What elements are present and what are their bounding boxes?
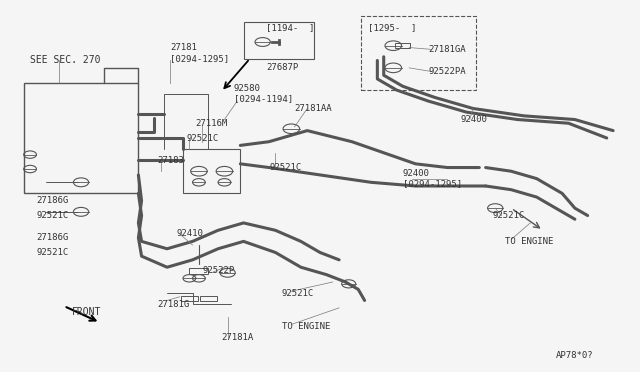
Text: [1194-  ]: [1194- ]	[266, 23, 314, 32]
Text: 27181GA: 27181GA	[428, 45, 466, 54]
Bar	[183, 149, 241, 193]
Text: 27181
[0294-1295]: 27181 [0294-1295]	[170, 44, 229, 63]
Text: 92522PA: 92522PA	[428, 67, 466, 76]
Text: FRONT: FRONT	[72, 307, 101, 317]
Text: [1295-  ]: [1295- ]	[368, 23, 416, 32]
Text: 92522P: 92522P	[202, 266, 234, 275]
Text: 92521C: 92521C	[269, 163, 301, 172]
Text: 27116M: 27116M	[196, 119, 228, 128]
Text: 92410: 92410	[177, 230, 204, 238]
Bar	[362, 16, 476, 90]
Text: 27186G: 27186G	[36, 233, 68, 242]
Text: 92521C: 92521C	[36, 248, 68, 257]
Text: 92521C: 92521C	[186, 134, 218, 142]
Text: 92521C: 92521C	[282, 289, 314, 298]
Text: 27181G: 27181G	[157, 300, 189, 309]
Bar	[244, 22, 314, 59]
Text: 92400
[0294-1295]: 92400 [0294-1295]	[403, 169, 462, 188]
Bar	[200, 296, 217, 301]
Bar	[395, 43, 410, 48]
Text: 27183: 27183	[157, 155, 184, 165]
Text: 27181A: 27181A	[221, 333, 253, 342]
Text: TO ENGINE: TO ENGINE	[282, 322, 330, 331]
Text: 92521C: 92521C	[36, 211, 68, 220]
Text: 92521C: 92521C	[492, 211, 524, 220]
Text: AP78*0?: AP78*0?	[556, 351, 593, 360]
Text: 27687P: 27687P	[266, 63, 298, 72]
Bar	[24, 83, 138, 193]
Bar	[181, 296, 198, 301]
Text: TO ENGINE: TO ENGINE	[505, 237, 553, 246]
Bar	[189, 267, 209, 274]
Text: 92400: 92400	[460, 115, 487, 124]
Text: 92580
[0294-1194]: 92580 [0294-1194]	[234, 84, 293, 103]
Text: 27186G: 27186G	[36, 196, 68, 205]
Text: 27181AA: 27181AA	[294, 104, 332, 113]
Text: SEE SEC. 270: SEE SEC. 270	[30, 55, 100, 65]
